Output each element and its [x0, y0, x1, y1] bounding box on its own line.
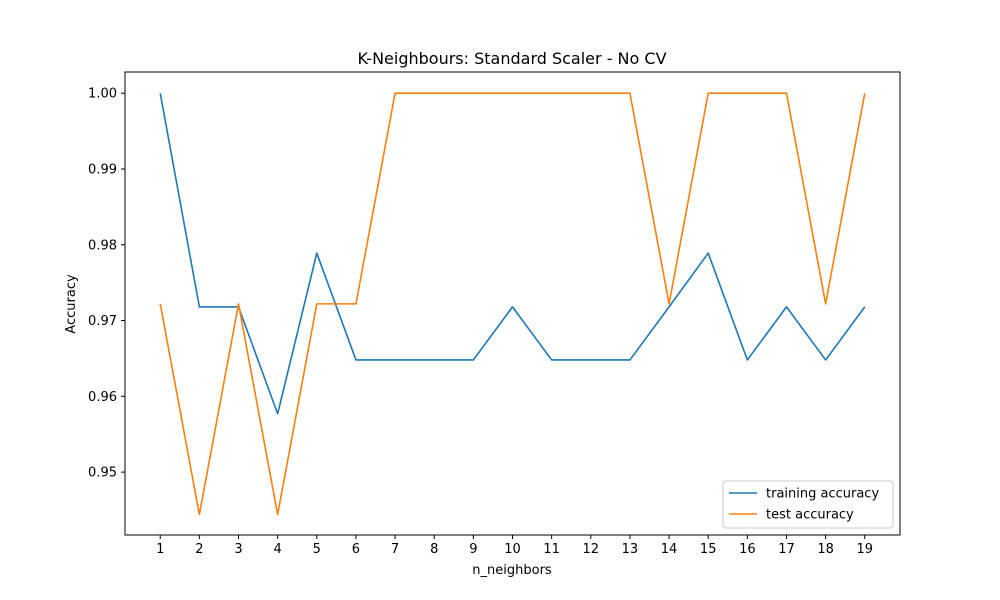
- legend-label: test accuracy: [766, 508, 854, 523]
- y-tick-label: 0.99: [88, 162, 117, 177]
- x-tick-label: 9: [469, 542, 477, 557]
- y-axis-label: Accuracy: [64, 274, 79, 334]
- chart-title: K-Neighbours: Standard Scaler - No CV: [357, 49, 666, 68]
- x-tick-label: 10: [504, 542, 521, 557]
- x-tick-label: 3: [234, 542, 242, 557]
- x-tick-label: 6: [352, 542, 360, 557]
- y-tick-label: 0.98: [88, 238, 117, 253]
- x-tick-label: 18: [817, 542, 834, 557]
- legend: training accuracy test accuracy: [722, 480, 894, 529]
- x-tick-label: 1: [156, 542, 164, 557]
- y-tick-label: 0.97: [88, 314, 117, 329]
- legend-box: [722, 480, 894, 529]
- x-tick-label: 11: [543, 542, 560, 557]
- axis-ticks: 1 2 3 4 5 6 7 8 9 10 11 12 13 14 15 16 17 18 190.950.960.9…: [88, 87, 873, 557]
- x-tick-label: 5: [313, 542, 321, 557]
- x-axis-label: n_neighbors: [472, 563, 552, 578]
- legend-label: training accuracy: [766, 487, 879, 502]
- y-tick-label: 0.96: [88, 390, 117, 405]
- plot-frame: [124, 71, 901, 536]
- x-tick-label: 14: [661, 542, 678, 557]
- x-tick-label: 4: [274, 542, 282, 557]
- x-tick-label: 7: [391, 542, 399, 557]
- series-group: [159, 92, 866, 516]
- x-tick-label: 19: [856, 542, 873, 557]
- x-tick-label: 17: [778, 542, 795, 557]
- x-tick-label: 2: [195, 542, 203, 557]
- x-tick-label: 13: [622, 542, 639, 557]
- x-tick-label: 8: [430, 542, 438, 557]
- y-tick-label: 0.95: [88, 466, 117, 481]
- x-tick-label: 16: [739, 542, 756, 557]
- x-tick-label: 15: [700, 542, 717, 557]
- y-tick-label: 1.00: [88, 87, 117, 102]
- x-tick-label: 12: [583, 542, 600, 557]
